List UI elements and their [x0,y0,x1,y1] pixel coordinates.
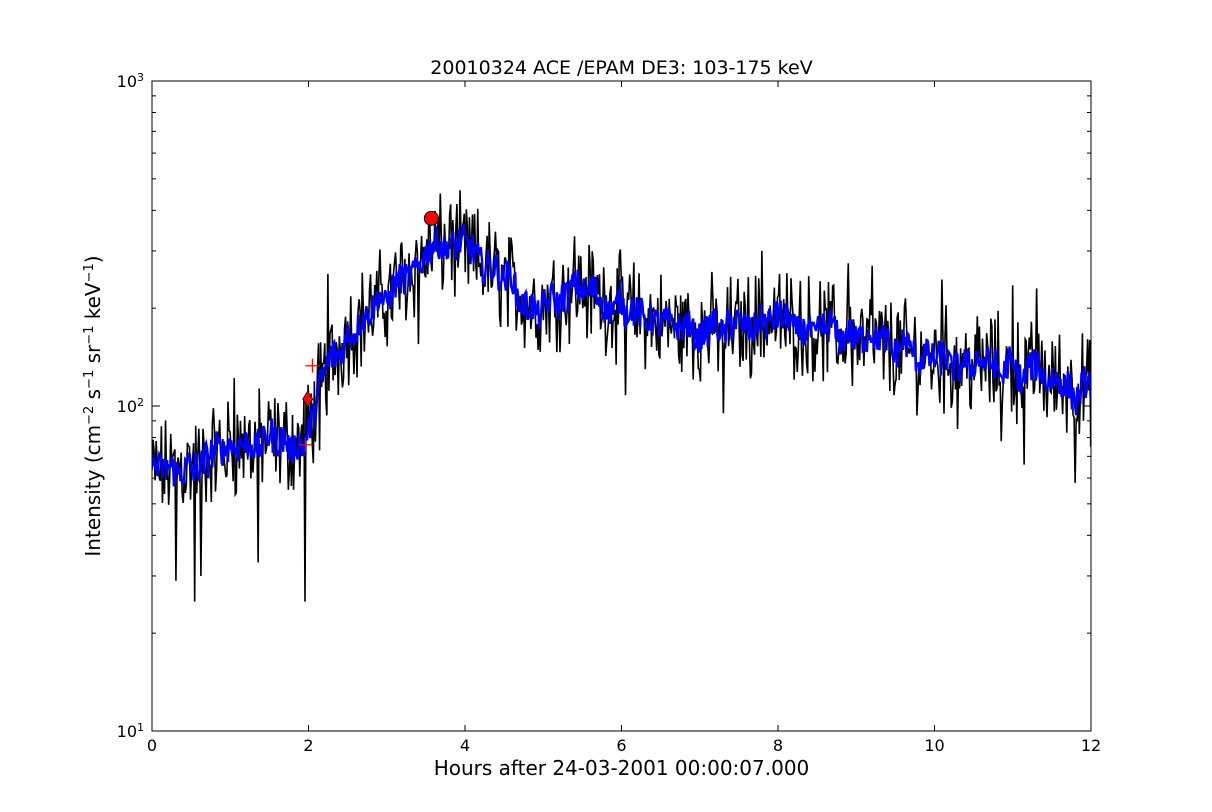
onset-plus-marker-lower [298,437,313,452]
axes-layer: 0 2 4 6 8 10 12 101 102 103 [117,71,1102,756]
x-tick-label: 8 [773,736,783,755]
plot-frame [151,80,1092,732]
onset-diamond-marker [302,390,314,408]
onset-plus-marker-upper [305,358,320,373]
y-tick-label: 101 [117,721,144,742]
peak-circle-marker [423,210,439,226]
y-axis-label: Intensity (cm−2 s−1 sr−1 keV−1) [81,255,105,556]
chart-title: 20010324 ACE /EPAM DE3: 103-175 keV [430,57,812,79]
x-tick-label: 10 [924,736,944,755]
plot-layer [152,190,1091,602]
x-tick-label: 0 [147,736,157,755]
smoothed-intensity-series [152,223,1091,488]
raw-intensity-series [152,190,1091,602]
x-tick-label: 2 [303,736,313,755]
x-tick-label: 6 [616,736,626,755]
x-tick-label: 4 [460,736,470,755]
y-tick-label: 102 [117,396,144,417]
x-tick-label: 12 [1081,736,1101,755]
y-tick-label: 103 [117,71,144,92]
x-axis-label: Hours after 24-03-2001 00:00:07.000 [434,756,810,780]
